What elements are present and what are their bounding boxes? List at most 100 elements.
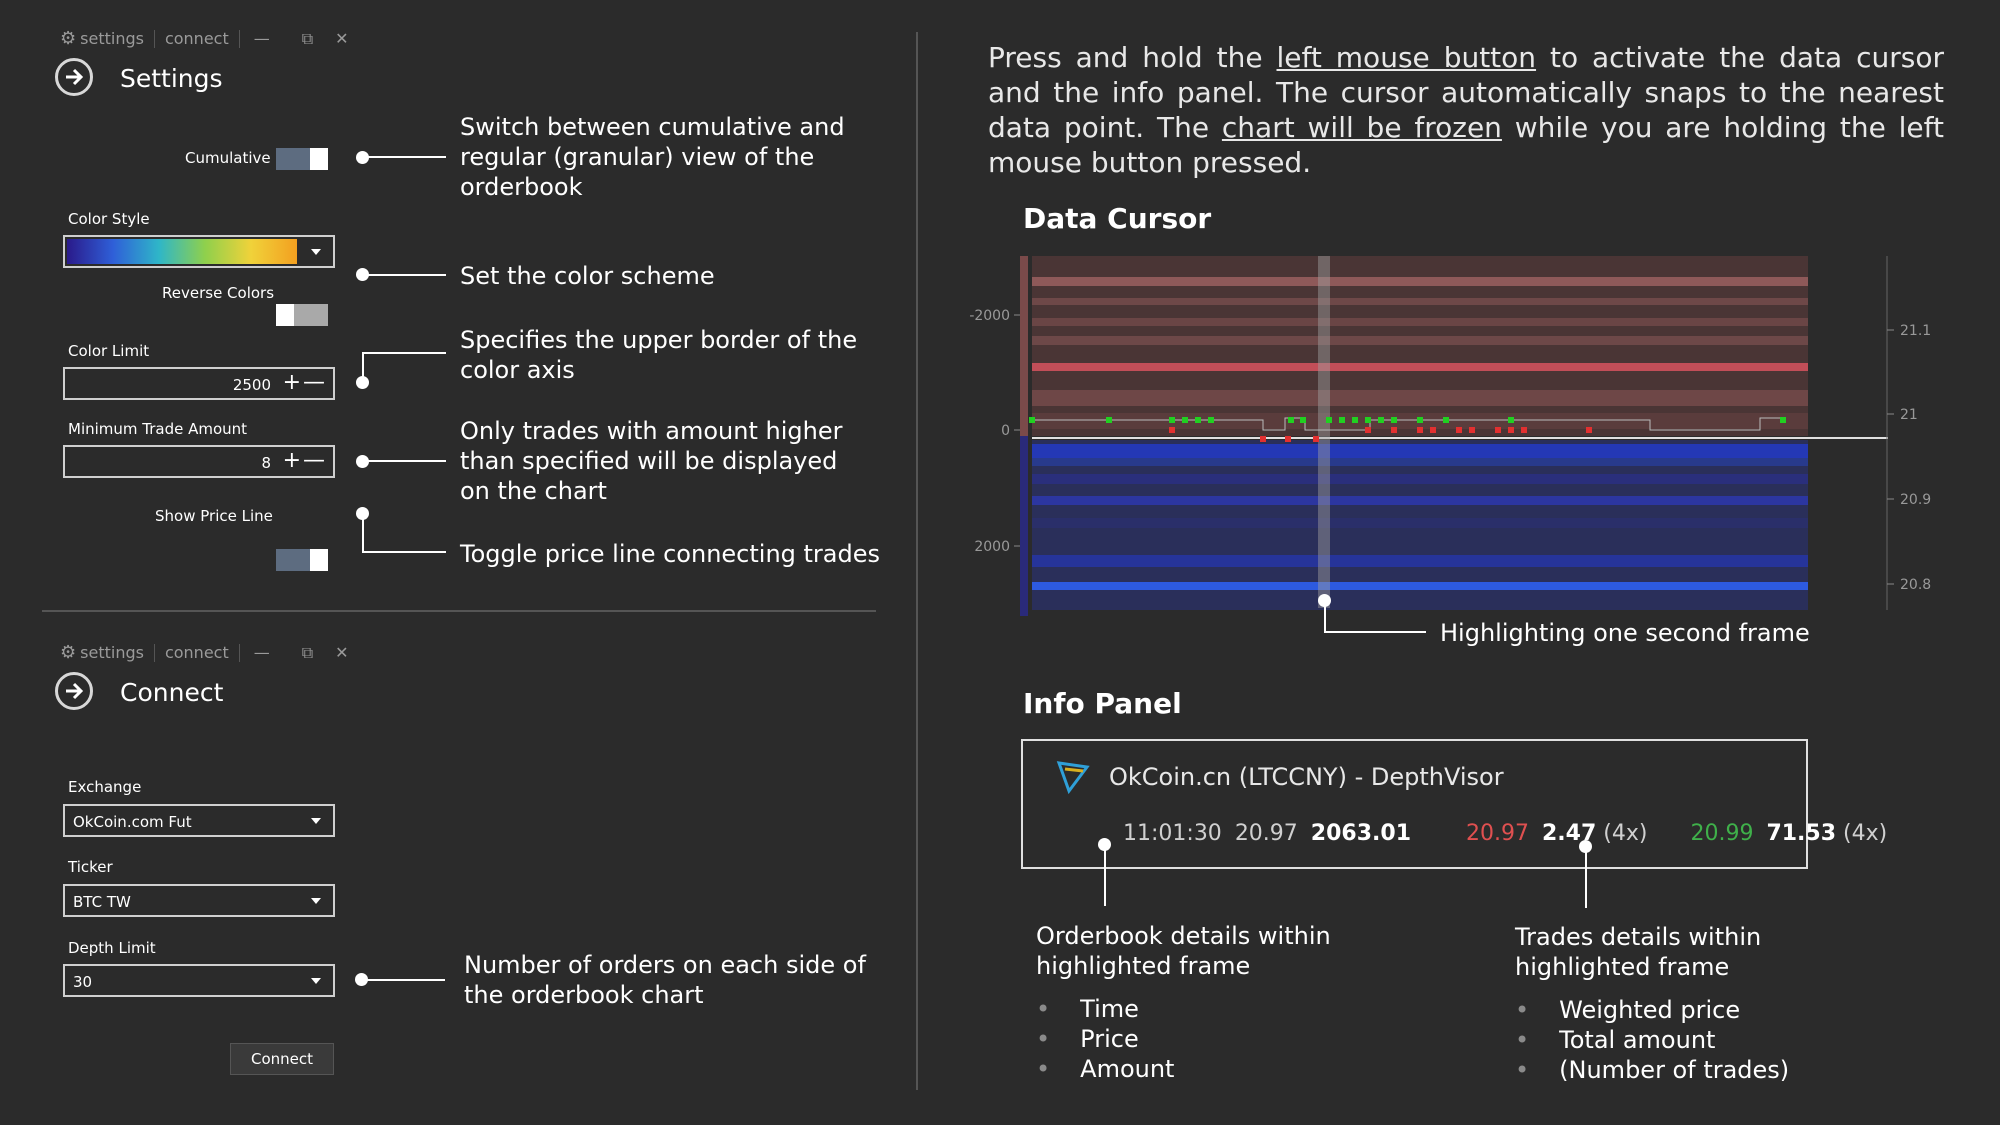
orderbook-chart[interactable]: -2000 0 2000 21.1 21 20.9 20.8 — [960, 250, 1940, 620]
info-buy-amount: 71.53 — [1766, 821, 1837, 846]
min-trade-annotation: Only trades with amount higher than speci… — [460, 417, 843, 505]
cumulative-label: Cumulative — [185, 149, 271, 167]
buy-trade — [1339, 417, 1345, 423]
buy-trade — [1417, 417, 1423, 423]
plus-icon[interactable]: + — [282, 370, 301, 395]
sell-trade — [1285, 436, 1291, 442]
info-sell-price: 20.97 — [1466, 821, 1529, 846]
list-item: • Weighted price — [1515, 996, 1741, 1024]
cumulative-toggle[interactable] — [276, 148, 328, 170]
chevron-down-icon — [311, 978, 321, 984]
buy-trade — [1352, 417, 1358, 423]
orderbook-items: • Time • Price • Amount — [1036, 994, 1174, 1084]
price-line-annotation: Toggle price line connecting trades — [460, 540, 880, 568]
exchange-dropdown[interactable]: OkCoin.com Fut — [63, 804, 335, 837]
exchange-value: OkCoin.com Fut — [73, 813, 192, 831]
right-tick-label: 20.8 — [1900, 577, 1931, 593]
minimize-button[interactable]: — — [253, 643, 270, 662]
min-trade-stepper[interactable]: 8 + — — [63, 445, 335, 478]
minimize-button[interactable]: — — [253, 29, 270, 48]
color-limit-stepper[interactable]: 2500 + — — [63, 367, 335, 400]
gear-icon[interactable]: ⚙ — [60, 28, 77, 49]
restore-button[interactable]: ⧉ — [301, 642, 314, 662]
sell-trade — [1169, 427, 1175, 433]
depth-limit-dropdown[interactable]: 30 — [63, 964, 335, 997]
list-item: • Price — [1036, 1025, 1139, 1053]
data-cursor-title: Data Cursor — [1023, 202, 1212, 235]
buy-trade — [1780, 417, 1786, 423]
reverse-colors-toggle[interactable] — [276, 304, 328, 326]
color-limit-value[interactable]: 2500 — [232, 376, 271, 394]
buy-trade — [1326, 417, 1332, 423]
trades-caption: Trades details within highlighted frame — [1515, 923, 1762, 981]
sell-trade — [1260, 436, 1266, 442]
callout-line — [362, 352, 364, 382]
callout-line — [362, 352, 446, 354]
bid-band — [1032, 555, 1808, 567]
connect-tab[interactable]: connect — [164, 643, 229, 662]
ticker-label: Ticker — [68, 858, 113, 876]
chevron-down-icon — [311, 249, 321, 255]
chart-frozen-link: chart will be frozen — [1221, 111, 1502, 144]
min-trade-label: Minimum Trade Amount — [68, 420, 248, 438]
info-panel-header: OkCoin.cn (LTCCNY) - DepthVisor — [1109, 763, 1504, 791]
ask-band — [1032, 277, 1808, 286]
min-trade-value[interactable]: 8 — [261, 454, 271, 472]
sell-trade — [1586, 427, 1592, 433]
colorbar — [1020, 436, 1028, 616]
info-amount: 2063.01 — [1310, 821, 1411, 846]
plus-icon[interactable]: + — [282, 448, 301, 473]
settings-titlebar: ⚙ settings connect — ⧉ ✕ — [60, 28, 353, 49]
color-style-dropdown[interactable] — [63, 235, 335, 268]
arrow-right-icon[interactable] — [55, 672, 93, 710]
info-time: 11:01:30 — [1123, 821, 1222, 846]
minus-icon[interactable]: — — [303, 448, 325, 473]
buy-trade — [1182, 417, 1188, 423]
ask-band — [1032, 318, 1808, 326]
ticker-dropdown[interactable]: BTC TW — [63, 884, 335, 917]
exchange-label: Exchange — [68, 778, 142, 796]
chevron-down-icon — [311, 898, 321, 904]
settings-tab[interactable]: settings — [80, 29, 144, 48]
buy-trade — [1378, 417, 1384, 423]
settings-title: Settings — [120, 64, 223, 93]
sell-trade — [1313, 436, 1319, 442]
buy-trade — [1288, 417, 1294, 423]
info-buy-count: (4x) — [1843, 821, 1888, 846]
gear-icon[interactable]: ⚙ — [60, 642, 77, 663]
depth-limit-label: Depth Limit — [68, 939, 156, 957]
close-button[interactable]: ✕ — [335, 643, 349, 662]
buy-trade — [1300, 417, 1306, 423]
info-sell-count: (4x) — [1603, 821, 1648, 846]
callout-line — [1324, 631, 1426, 633]
close-button[interactable]: ✕ — [335, 29, 349, 48]
buy-trade — [1029, 417, 1035, 423]
show-price-line-toggle[interactable] — [276, 549, 328, 571]
bid-band — [1032, 474, 1808, 484]
arrow-right-icon[interactable] — [55, 58, 93, 96]
show-price-line-label: Show Price Line — [155, 507, 273, 525]
info-buy-price: 20.99 — [1690, 821, 1754, 846]
depthvisor-logo-icon — [1055, 759, 1091, 799]
color-limit-label: Color Limit — [68, 342, 150, 360]
sell-trade — [1521, 427, 1527, 433]
ticker-value: BTC TW — [73, 893, 131, 911]
bid-band — [1032, 582, 1808, 590]
buy-trade — [1169, 417, 1175, 423]
right-tick-label: 20.9 — [1900, 492, 1931, 508]
depth-limit-annotation: Number of orders on each side of the orde… — [464, 951, 866, 1009]
orderbook-chart-svg: -2000 0 2000 21.1 21 20.9 20.8 — [969, 256, 1931, 616]
settings-tab[interactable]: settings — [80, 643, 144, 662]
minus-icon[interactable]: — — [303, 370, 325, 395]
buy-trade — [1508, 417, 1514, 423]
buy-trade — [1208, 417, 1214, 423]
ask-band — [1032, 390, 1808, 406]
color-limit-annotation: Specifies the upper border of the color a… — [460, 326, 858, 384]
bid-band — [1032, 518, 1808, 528]
connect-button[interactable]: Connect — [230, 1043, 334, 1075]
ask-band — [1032, 336, 1808, 345]
info-panel-title: Info Panel — [1023, 687, 1182, 720]
connect-tab[interactable]: connect — [164, 29, 229, 48]
callout-line — [1585, 846, 1587, 908]
restore-button[interactable]: ⧉ — [301, 28, 314, 48]
